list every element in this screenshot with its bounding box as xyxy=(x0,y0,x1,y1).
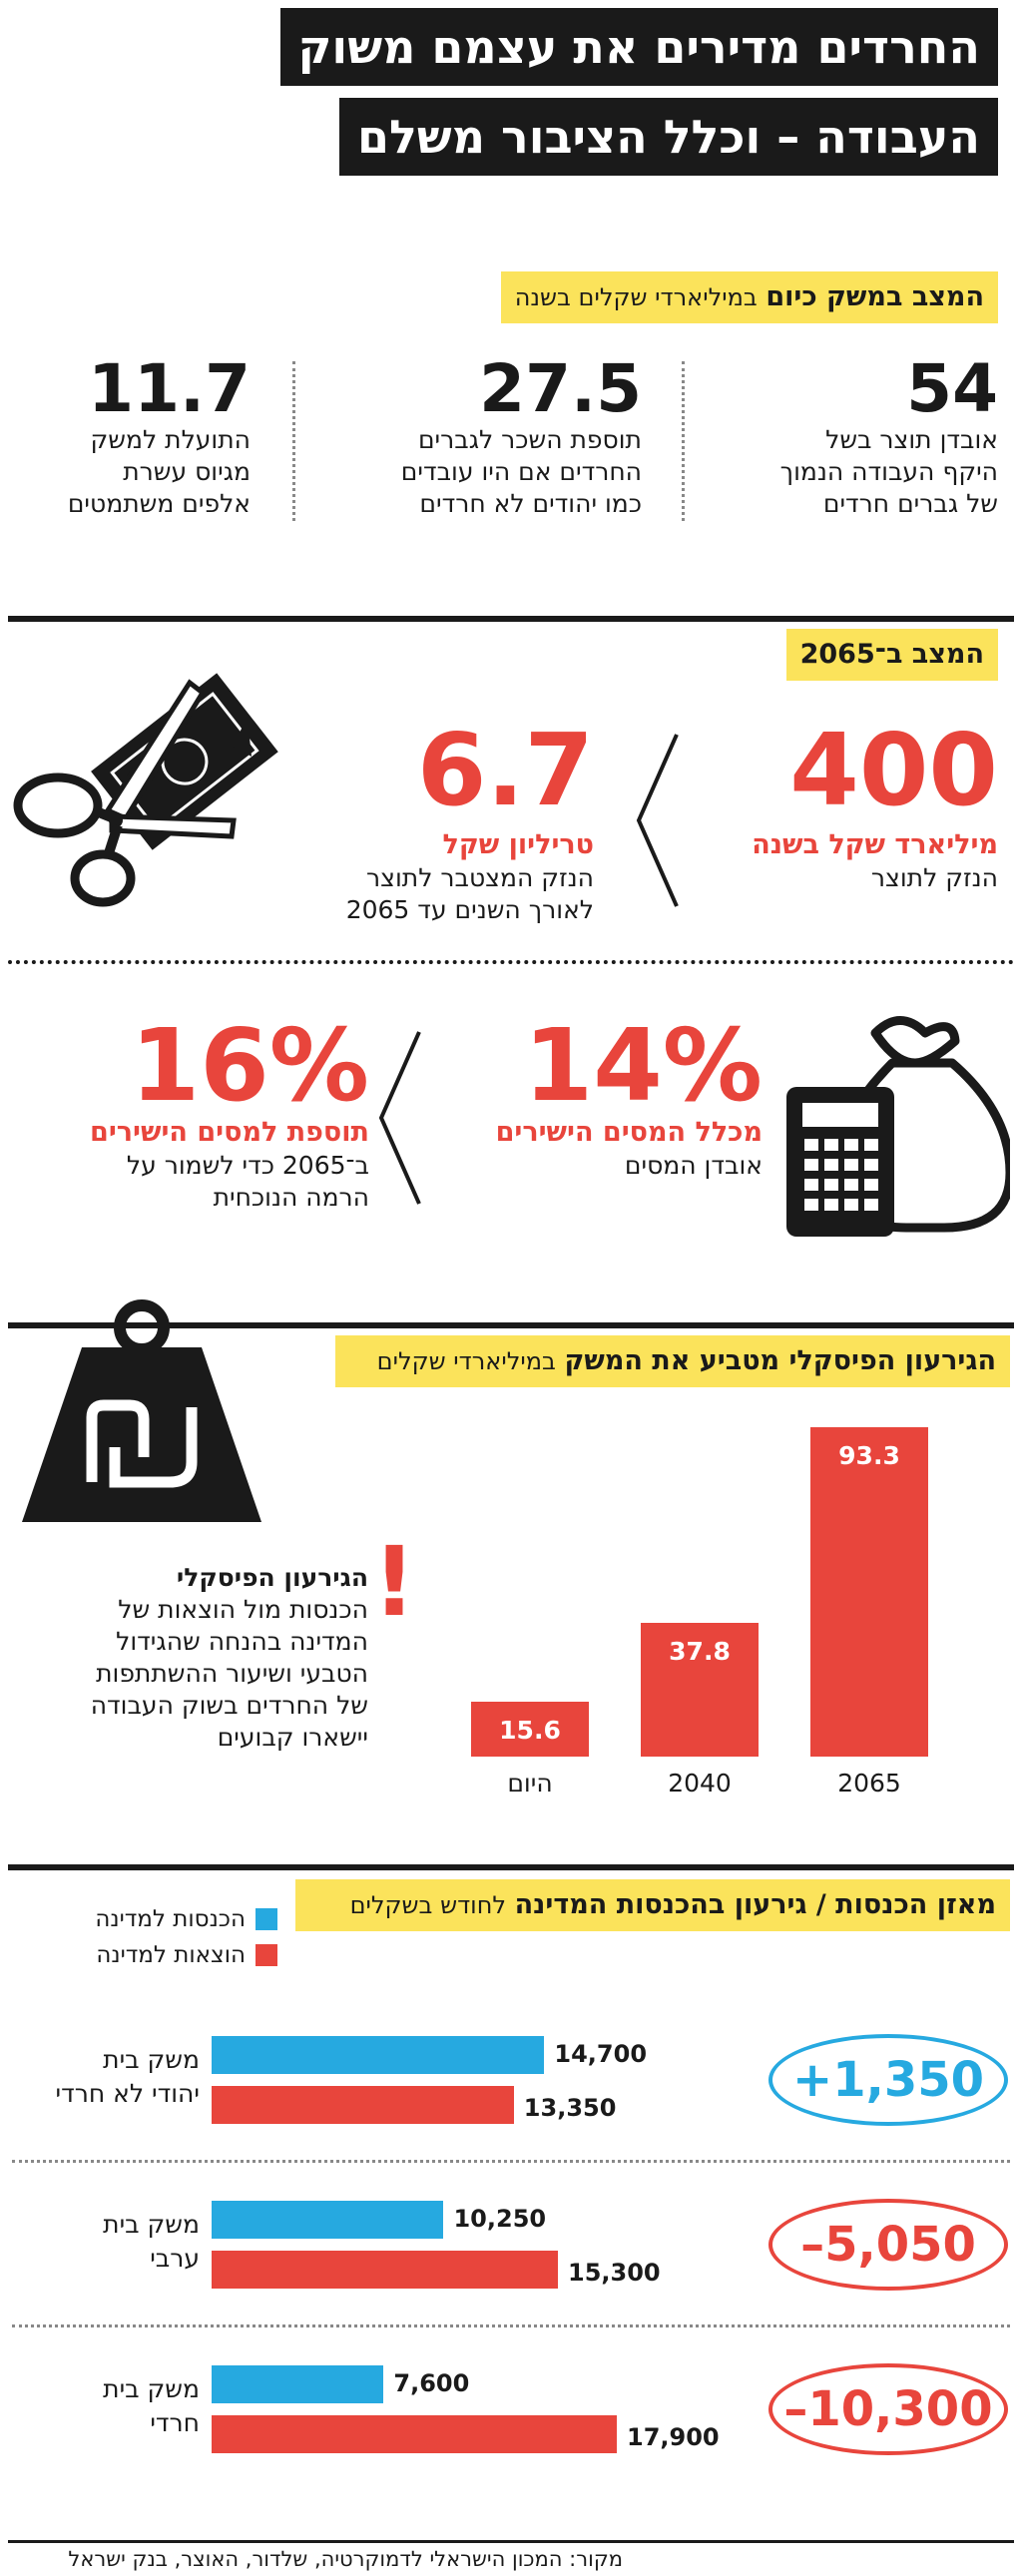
section-2065-label: המצב ב־2065 xyxy=(785,629,998,681)
money-bag-calculator-icon xyxy=(786,1016,1010,1237)
annotation-line: הטבעי ושיעור ההשתתפות xyxy=(96,1659,368,1688)
stat-text-line: מגיוס עשרת xyxy=(123,457,251,486)
scissors-cutting-bill-icon xyxy=(13,673,278,907)
stat-unit: תוספת למסים הישירים xyxy=(90,1117,369,1148)
stat-unit: מיליארד שקל בשנה xyxy=(752,829,998,860)
income-value: 10,250 xyxy=(453,2205,547,2233)
stat-text-line: אובדן תוצר בשל xyxy=(825,425,998,454)
income-value: 14,700 xyxy=(554,2040,648,2068)
title-line-1: החרדים מדירים את עצמם משוק xyxy=(279,8,998,86)
deficit-bar xyxy=(810,1427,928,1757)
annotation-line: הכנסות מול הוצאות של xyxy=(118,1595,368,1624)
household-label-line: יהודי לא חרדי xyxy=(55,2079,200,2108)
shekel-weight-icon xyxy=(22,1299,261,1522)
balance-oval: +1,350 xyxy=(768,2034,1008,2126)
expense-value: 13,350 xyxy=(523,2094,617,2122)
deficit-x-label: היום xyxy=(507,1769,553,1798)
expense-value: 17,900 xyxy=(627,2423,720,2451)
group-separator xyxy=(12,2160,1010,2163)
household-label-line: משק בית xyxy=(103,2374,200,2403)
stat-value: 11.7 xyxy=(88,350,251,427)
balance-legend: הכנסות למדינה הוצאות למדינה xyxy=(12,1906,277,1968)
stat-value: 14% xyxy=(523,1007,763,1124)
stat-text-line: כמו יהודים לא חרדים xyxy=(419,489,642,518)
stat-value: 400 xyxy=(789,712,998,828)
household-label-line: חרדי xyxy=(150,2408,200,2437)
stat-2065-cumulative: 6.7 טריליון שקל הנזק המצטבר לתוצר לאורך … xyxy=(274,721,594,926)
stat-unit: מכלל המסים הישירים xyxy=(495,1117,763,1148)
stat-tax-add: 16% תוספת למסים הישירים ב־2065 כדי לשמור… xyxy=(30,1016,369,1214)
section-today-label: המצב במשק כיום במיליארדי שקלים בשנה xyxy=(500,271,998,323)
stat-unit: טריליון שקל xyxy=(442,829,594,860)
annotation-heading: הגירעון הפיסקלי xyxy=(176,1563,368,1592)
stat-today-3: 11.7 התועלת למשק מגיוס עשרת אלפים משתמטי… xyxy=(11,354,251,520)
annotation-line: המדינה בהנחה שהגידול xyxy=(116,1627,368,1656)
stat-text-line: הנזק לתוצר xyxy=(870,863,998,892)
stat-value: 27.5 xyxy=(479,350,642,427)
legend-swatch-red xyxy=(256,1944,277,1966)
income-value: 7,600 xyxy=(393,2369,470,2397)
stat-text-line: אובדן המסים xyxy=(624,1151,763,1180)
expense-bar xyxy=(212,2251,559,2289)
household-label-line: משק בית xyxy=(103,2210,200,2239)
section-divider xyxy=(8,960,1014,964)
group-separator xyxy=(12,2324,1010,2327)
stat-text-line: הנזק המצטבר לתוצר xyxy=(366,863,594,892)
expense-bar xyxy=(212,2086,514,2124)
legend-expense: הוצאות למדינה xyxy=(12,1942,277,1968)
title-line-2: העבודה – וכלל הציבור משלם xyxy=(338,98,998,176)
stat-text-line: ב־2065 כדי לשמור על xyxy=(126,1151,369,1180)
stat-text-line: של גברים חרדים xyxy=(822,489,998,518)
stat-divider xyxy=(292,361,295,521)
legend-swatch-blue xyxy=(256,1908,277,1930)
legend-expense-label: הוצאות למדינה xyxy=(96,1942,246,1968)
deficit-x-label: 2040 xyxy=(668,1769,732,1798)
annotation-line: יישארו קבועים xyxy=(217,1723,368,1752)
expense-bar xyxy=(212,2415,617,2453)
exclamation-mark: ! xyxy=(372,1526,416,1638)
deficit-bar-value: 15.6 xyxy=(499,1715,561,1745)
section-rule xyxy=(8,1864,1014,1870)
legend-income: הכנסות למדינה xyxy=(12,1906,277,1932)
chevron-left-icon xyxy=(636,734,679,907)
deficit-bar xyxy=(641,1623,759,1757)
stat-value: 16% xyxy=(130,1007,369,1124)
deficit-bar xyxy=(471,1701,589,1757)
annotation-line: של החרדים בשוק העבודה xyxy=(90,1691,368,1720)
section-rule xyxy=(8,1322,1014,1328)
source-note: מקור: המכון הישראלי לדמוקרטיה, שלדור, הא… xyxy=(68,2547,623,2571)
stat-value: 6.7 xyxy=(416,712,594,828)
stat-text-line: אלפים משתמטים xyxy=(67,489,251,518)
deficit-bar-value: 93.3 xyxy=(838,1441,900,1470)
stat-tax-loss: 14% מכלל המסים הישירים אובדן המסים xyxy=(473,1016,763,1182)
balance-chart-label: מאזן הכנסות / גירעון בהכנסות המדינה לחוד… xyxy=(295,1879,1010,1931)
stat-text-line: היקף העבודה הנמוך xyxy=(779,457,998,486)
stat-text-line: תוספת השכר לגברים xyxy=(417,425,642,454)
stat-divider xyxy=(682,361,685,521)
balance-oval: –5,050 xyxy=(768,2199,1008,2291)
expense-value: 15,300 xyxy=(568,2259,661,2287)
stat-value: 54 xyxy=(906,350,998,427)
stat-text-line: התועלת למשק xyxy=(90,425,251,454)
stat-text-line: החרדים אם היו עובדים xyxy=(400,457,642,486)
chevron-left-icon xyxy=(378,1031,421,1205)
legend-income-label: הכנסות למדינה xyxy=(95,1906,246,1932)
stat-today-2: 27.5 תוספת השכר לגברים החרדים אם היו עוב… xyxy=(342,354,642,520)
section-rule xyxy=(8,616,1014,622)
balance-oval: –10,300 xyxy=(768,2363,1008,2455)
income-bar xyxy=(212,2201,444,2239)
household-label-line: משק בית xyxy=(103,2045,200,2074)
stat-text-line: לאורך השנים עד 2065 xyxy=(345,895,594,924)
source-rule xyxy=(8,2540,1014,2543)
household-label-line: ערבי xyxy=(150,2244,200,2273)
deficit-annotation: הגירעון הפיסקלי הכנסות מול הוצאות של המד… xyxy=(9,1562,368,1754)
stat-today-1: 54 אובדן תוצר בשל היקף העבודה הנמוך של ג… xyxy=(699,354,998,520)
income-bar xyxy=(212,2036,545,2074)
deficit-bar-value: 37.8 xyxy=(669,1637,731,1667)
income-bar xyxy=(212,2365,384,2403)
deficit-chart-label: הגירעון הפיסקלי מטביע את המשק במיליארדי … xyxy=(335,1335,1010,1387)
stat-2065-annual: 400 מיליארד שקל בשנה הנזק לתוצר xyxy=(699,721,998,894)
deficit-x-label: 2065 xyxy=(837,1769,901,1798)
stat-text-line: הרמה הנוכחית xyxy=(213,1183,369,1212)
